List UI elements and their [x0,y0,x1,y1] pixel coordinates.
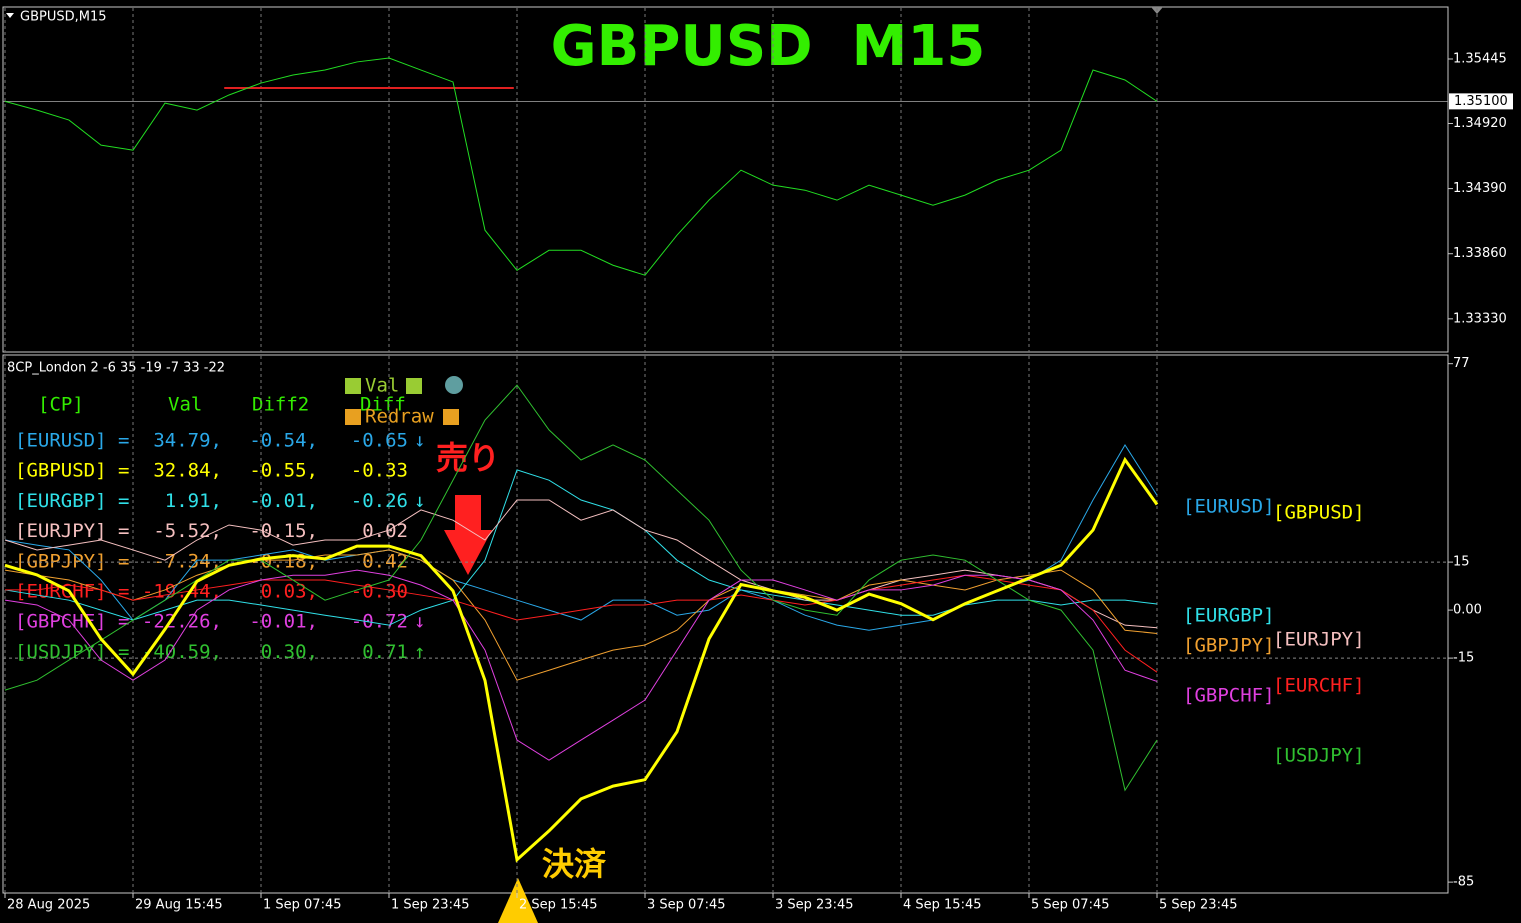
row-cell: -0.01, [249,611,318,633]
row-cell: = [118,430,129,452]
row-cell: -0.55, [249,460,318,482]
status-dot [445,376,463,394]
series-line [4,499,1158,629]
legend-entry: [EURCHF] [1273,675,1365,697]
x-tick-label: 1 Sep 23:45 [391,898,470,913]
row-cell: = [118,520,129,542]
y-tick-label: -85 [1453,875,1474,890]
y-tick-label: 1.34390 [1453,181,1507,196]
series-line [4,57,1158,276]
menu-arrow [6,13,14,18]
panel-button[interactable]: Redraw [365,406,434,428]
y-tick-label: 1.35445 [1453,51,1507,66]
x-tick-label: 5 Sep 23:45 [1159,898,1238,913]
y-tick-label: 15 [1453,555,1470,570]
panel-button[interactable]: Val [365,375,399,397]
row-name: [GBPCHF] [15,611,107,633]
row-cell: = [118,550,129,572]
row-cell: = [118,611,129,633]
legend-entry: [GBPCHF] [1183,685,1275,707]
panel-header: Diff [360,394,406,416]
y-tick-label: 1.34920 [1453,116,1507,131]
sell-arrow [444,495,492,575]
row-cell: -0.18, [249,550,318,572]
row-cell: -19.44, [142,581,222,603]
legend-entry: [EURUSD] [1183,496,1275,518]
button-mark [406,378,422,394]
legend-entry: [EURJPY] [1273,629,1365,651]
legend-entry: [USDJPY] [1273,745,1365,767]
row-name: [GBPJPY] [15,550,107,572]
row-cell: -0.65 [351,430,408,452]
panel-header: Diff2 [252,394,309,416]
row-cell: -22.26, [142,611,222,633]
row-cell: -0.33 [351,460,408,482]
chart-title: GBPUSD M15 [551,14,986,79]
row-cell: = [118,460,129,482]
indicator-pane [2,354,1449,894]
x-tick-label: 4 Sep 15:45 [903,898,982,913]
sell-label: 売り [436,439,500,477]
row-cell: -0.01, [249,490,318,512]
y-tick-label: 1.33330 [1453,311,1507,326]
row-cell: -7.34, [153,550,222,572]
row-cell: 0.03, [261,581,318,603]
panel-header: Val [168,394,202,416]
row-name: [GBPUSD] [15,460,107,482]
row-cell: = [118,641,129,663]
button-mark [443,409,459,425]
row-cell: -40.59, [142,641,222,663]
close-label: 決済 [542,845,607,883]
row-cell: -0.26 [351,490,408,512]
row-cell: -0.54, [249,430,318,452]
button-mark [345,378,361,394]
x-tick-label: 29 Aug 15:45 [135,898,223,913]
row-name: [EURGBP] [15,490,107,512]
series-line [4,569,1158,761]
series-line [4,456,1159,863]
row-cell: -0.72 [351,611,408,633]
y-tick-label: -15 [1453,651,1474,666]
x-tick-label: 3 Sep 07:45 [647,898,726,913]
row-cell: -0.15, [249,520,318,542]
y-tick-label: 1.33860 [1453,246,1507,261]
row-cell: 0.71 [362,641,408,663]
row-cell: 0.30, [261,641,318,663]
price-pane [2,6,1449,353]
indicator-name: 8CP_London 2 -6 35 -19 -7 33 -22 [7,361,225,376]
row-name: [EURUSD] [15,430,107,452]
legend-entry: [GBPJPY] [1183,635,1275,657]
row-cell: = [118,490,129,512]
row-cell: ↑ [414,641,425,663]
current-price-label: 1.35100 [1454,94,1508,109]
row-cell: = [118,581,129,603]
row-name: [USDJPY] [15,641,107,663]
row-cell: ↓ [414,611,425,633]
panel-header: [CP] [38,394,84,416]
y-tick-label: 77 [1453,356,1470,371]
x-tick-label: 5 Sep 07:45 [1031,898,1110,913]
row-cell: 34.79, [153,430,222,452]
x-tick-label: 28 Aug 2025 [7,898,90,913]
symbol-label: GBPUSD,M15 [20,10,107,25]
button-mark [345,409,361,425]
legend-entry: [EURGBP] [1183,605,1275,627]
row-cell: 32.84, [153,460,222,482]
row-name: [EURCHF] [15,581,107,603]
row-cell: ↓ [414,430,425,452]
close-arrow [498,878,538,923]
row-cell: 0.42 [362,550,408,572]
row-cell: -5.52, [153,520,222,542]
series-line [4,549,1158,681]
legend-entry: [GBPUSD] [1273,502,1365,524]
x-tick-label: 1 Sep 07:45 [263,898,342,913]
current-price-box [1449,93,1513,110]
x-tick-label: 3 Sep 23:45 [775,898,854,913]
row-cell: ↓ [414,490,425,512]
row-cell: 1.91, [165,490,222,512]
row-name: [EURJPY] [15,520,107,542]
x-tick-label: 2 Sep 15:45 [519,898,598,913]
y-tick-label: 0.00 [1453,603,1482,618]
